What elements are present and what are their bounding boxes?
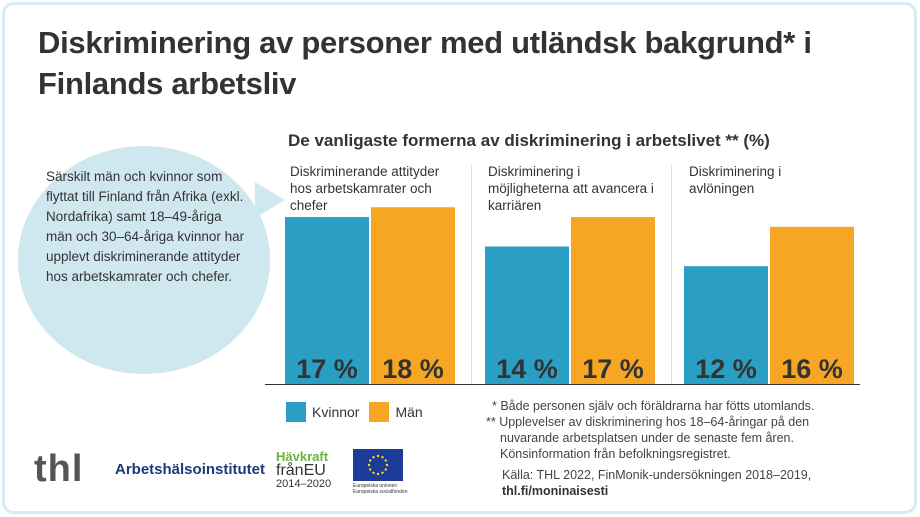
category-label: Diskriminering i avlöningen xyxy=(689,164,782,196)
legend-swatch-kvinnor xyxy=(286,402,306,422)
data-label: 17 % xyxy=(296,354,358,384)
footnote: ** Upplevelser av diskriminering hos 18–… xyxy=(486,415,810,429)
data-label: 18 % xyxy=(382,354,444,384)
bar xyxy=(371,207,455,384)
havkraft-line: 2014–2020 xyxy=(276,478,332,490)
havkraft-logo: Hävkraft frånEU 2014–2020 xyxy=(276,450,331,491)
chart-title: De vanligaste formerna av diskriminering… xyxy=(288,131,770,150)
source-link[interactable]: thl.fi/moninaisesti xyxy=(502,484,609,498)
eu-flag-icon xyxy=(353,449,403,481)
data-label: 16 % xyxy=(781,354,843,384)
havkraft-line: Hävkraft xyxy=(276,449,329,464)
legend: Kvinnor Män xyxy=(286,402,423,422)
data-label: 17 % xyxy=(582,354,644,384)
footnotes: * Både personen själv och föräldrarna ha… xyxy=(486,398,814,499)
legend-label: Män xyxy=(395,404,423,420)
group-divider xyxy=(471,165,472,385)
category-label: Diskriminerande attityder hos arbetskamr… xyxy=(290,164,440,213)
footnote: * Både personen själv och föräldrarna ha… xyxy=(492,399,815,413)
bar xyxy=(684,266,768,384)
data-label: 12 % xyxy=(695,354,757,384)
havkraft-line: frånEU xyxy=(276,462,326,479)
group-divider xyxy=(671,165,672,385)
footnote: Könsinformation från befolkningsregistre… xyxy=(500,447,731,461)
bar xyxy=(571,217,655,384)
bar xyxy=(770,226,854,384)
legend-label: Kvinnor xyxy=(312,404,360,420)
bar xyxy=(485,246,569,384)
bar xyxy=(285,217,369,384)
eu-line: Europeiska socialfonden xyxy=(353,489,408,495)
legend-swatch-man xyxy=(369,402,390,422)
thl-logo: thl xyxy=(34,448,84,490)
callout-bubble xyxy=(18,146,270,374)
page-title: Diskriminering av personer med utländsk … xyxy=(38,25,812,101)
callout-tail xyxy=(255,182,285,218)
eu-logo-text: Europeiska unionen Europeiska socialfond… xyxy=(353,483,407,495)
eu-line: Europeiska unionen xyxy=(353,483,398,489)
callout-text: Särskilt män och kvinnor som flyttat til… xyxy=(46,169,245,284)
footnote: nuvarande arbetsplatsen under de senaste… xyxy=(500,431,794,445)
source: Källa: THL 2022, FinMonik-undersökningen… xyxy=(502,468,812,482)
data-label: 14 % xyxy=(496,354,558,384)
ahi-logo: Arbetshälsoinstitutet xyxy=(115,461,266,478)
category-label: Diskriminering i möjligheterna att avanc… xyxy=(488,164,654,213)
